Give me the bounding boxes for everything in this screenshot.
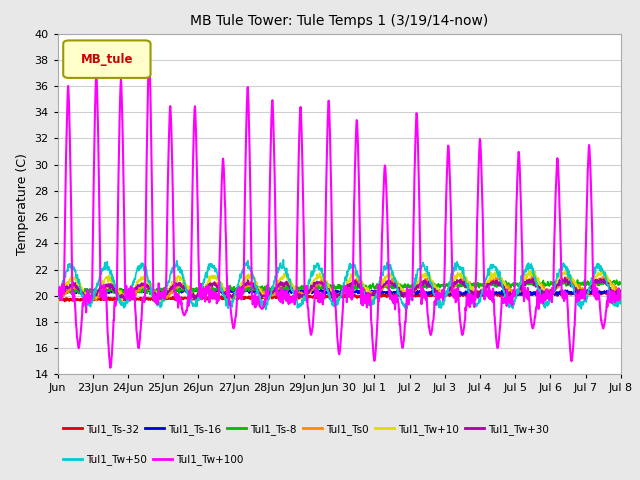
Y-axis label: Temperature (C): Temperature (C)	[16, 153, 29, 255]
Text: MB_tule: MB_tule	[81, 53, 133, 66]
Title: MB Tule Tower: Tule Temps 1 (3/19/14-now): MB Tule Tower: Tule Temps 1 (3/19/14-now…	[190, 14, 488, 28]
FancyBboxPatch shape	[63, 40, 150, 78]
Legend: Tul1_Tw+50, Tul1_Tw+100: Tul1_Tw+50, Tul1_Tw+100	[63, 455, 243, 466]
